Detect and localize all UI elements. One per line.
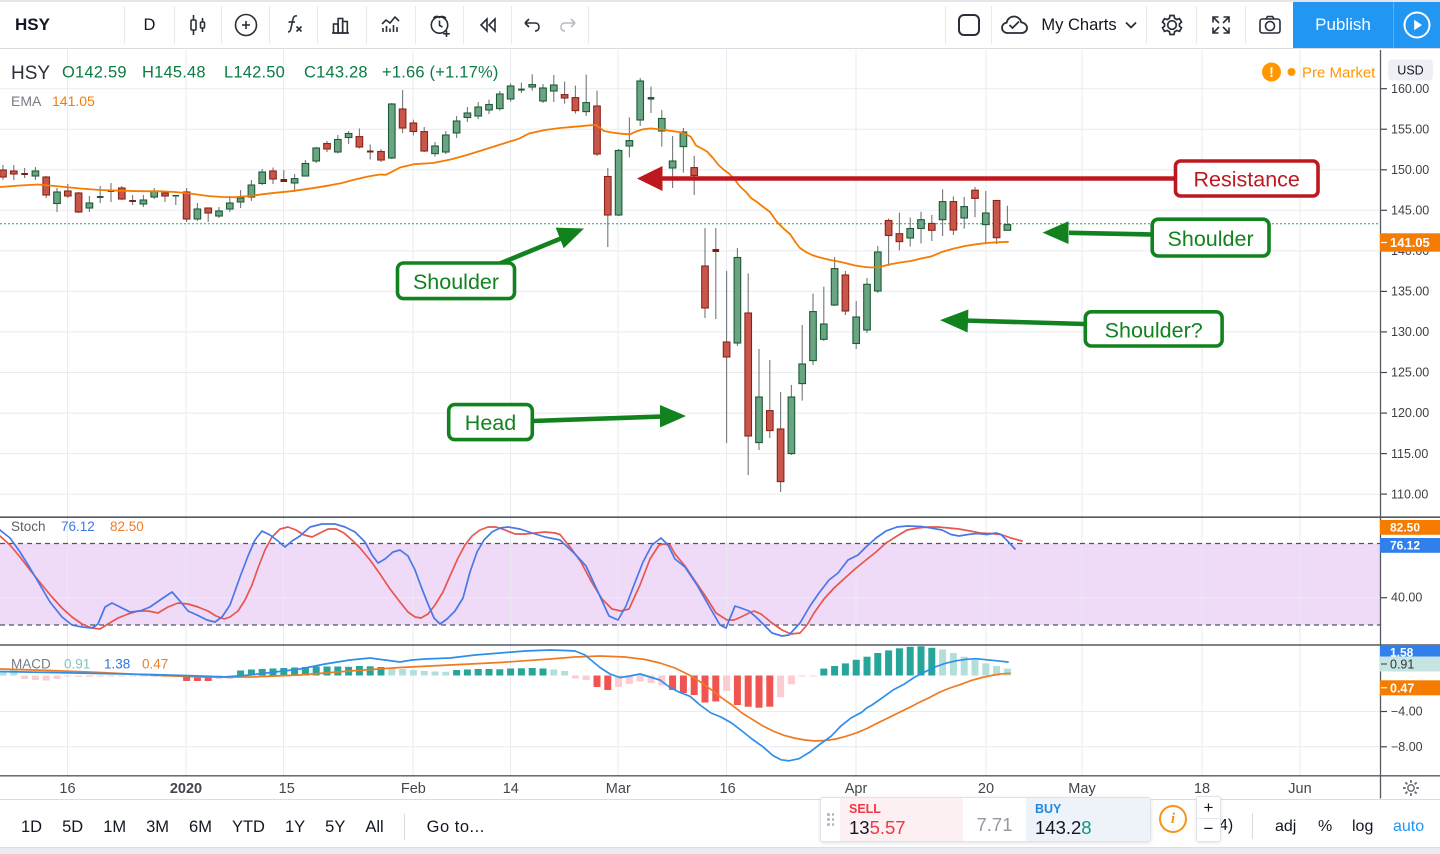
svg-text:130.00: 130.00 (1391, 325, 1429, 339)
svg-text:Pre Market: Pre Market (1302, 65, 1376, 82)
svg-text:150.00: 150.00 (1391, 163, 1429, 177)
svg-text:+1.66 (+1.17%): +1.66 (+1.17%) (382, 64, 499, 82)
svg-text:155.00: 155.00 (1391, 122, 1429, 136)
svg-text:Feb: Feb (401, 781, 426, 797)
svg-text:May: May (1068, 781, 1096, 797)
svg-text:14: 14 (503, 781, 519, 797)
svg-text:82.50: 82.50 (1390, 521, 1420, 535)
svg-text:C143.28: C143.28 (304, 64, 368, 82)
svg-text:MACD: MACD (11, 657, 51, 672)
svg-text:0.47: 0.47 (1390, 681, 1414, 695)
svg-text:O142.59: O142.59 (62, 64, 127, 82)
svg-text:Shoulder: Shoulder (413, 270, 499, 294)
svg-text:16: 16 (59, 781, 75, 797)
svg-text:USD: USD (1397, 64, 1423, 78)
svg-text:18: 18 (1194, 781, 1210, 797)
svg-text:145.00: 145.00 (1391, 204, 1429, 218)
svg-text:Mar: Mar (606, 781, 631, 797)
svg-text:!: ! (1269, 65, 1274, 80)
svg-text:0.47: 0.47 (142, 657, 168, 672)
svg-text:Stoch: Stoch (11, 519, 46, 534)
svg-text:0.91: 0.91 (1390, 658, 1414, 672)
svg-text:HSY: HSY (11, 63, 50, 84)
svg-text:Apr: Apr (845, 781, 868, 797)
svg-text:125.00: 125.00 (1391, 366, 1429, 380)
svg-text:76.12: 76.12 (61, 519, 95, 534)
svg-text:110.00: 110.00 (1391, 487, 1428, 501)
svg-text:76.12: 76.12 (1390, 539, 1420, 553)
svg-text:0.91: 0.91 (64, 657, 90, 672)
svg-text:Resistance: Resistance (1194, 168, 1300, 192)
svg-text:−8.00: −8.00 (1391, 740, 1423, 754)
svg-text:L142.50: L142.50 (224, 64, 285, 82)
svg-text:Jun: Jun (1288, 781, 1311, 797)
svg-text:1.38: 1.38 (104, 657, 130, 672)
svg-text:141.05: 141.05 (52, 93, 95, 109)
svg-text:82.50: 82.50 (110, 519, 144, 534)
svg-text:160.00: 160.00 (1391, 82, 1429, 96)
svg-text:Shoulder?: Shoulder? (1105, 318, 1203, 342)
svg-text:115.00: 115.00 (1391, 447, 1428, 461)
svg-text:16: 16 (720, 781, 736, 797)
svg-text:20: 20 (978, 781, 994, 797)
svg-text:Head: Head (465, 411, 516, 435)
svg-text:−4.00: −4.00 (1391, 705, 1423, 719)
svg-text:EMA: EMA (11, 93, 42, 109)
svg-text:2020: 2020 (170, 781, 202, 797)
svg-text:15: 15 (279, 781, 295, 797)
svg-text:40.00: 40.00 (1391, 591, 1422, 605)
svg-text:120.00: 120.00 (1391, 406, 1429, 420)
svg-text:H145.48: H145.48 (142, 64, 206, 82)
svg-text:141.05: 141.05 (1390, 235, 1430, 250)
svg-text:1.58: 1.58 (1390, 646, 1414, 660)
svg-text:135.00: 135.00 (1391, 285, 1429, 299)
svg-text:Shoulder: Shoulder (1168, 227, 1254, 251)
